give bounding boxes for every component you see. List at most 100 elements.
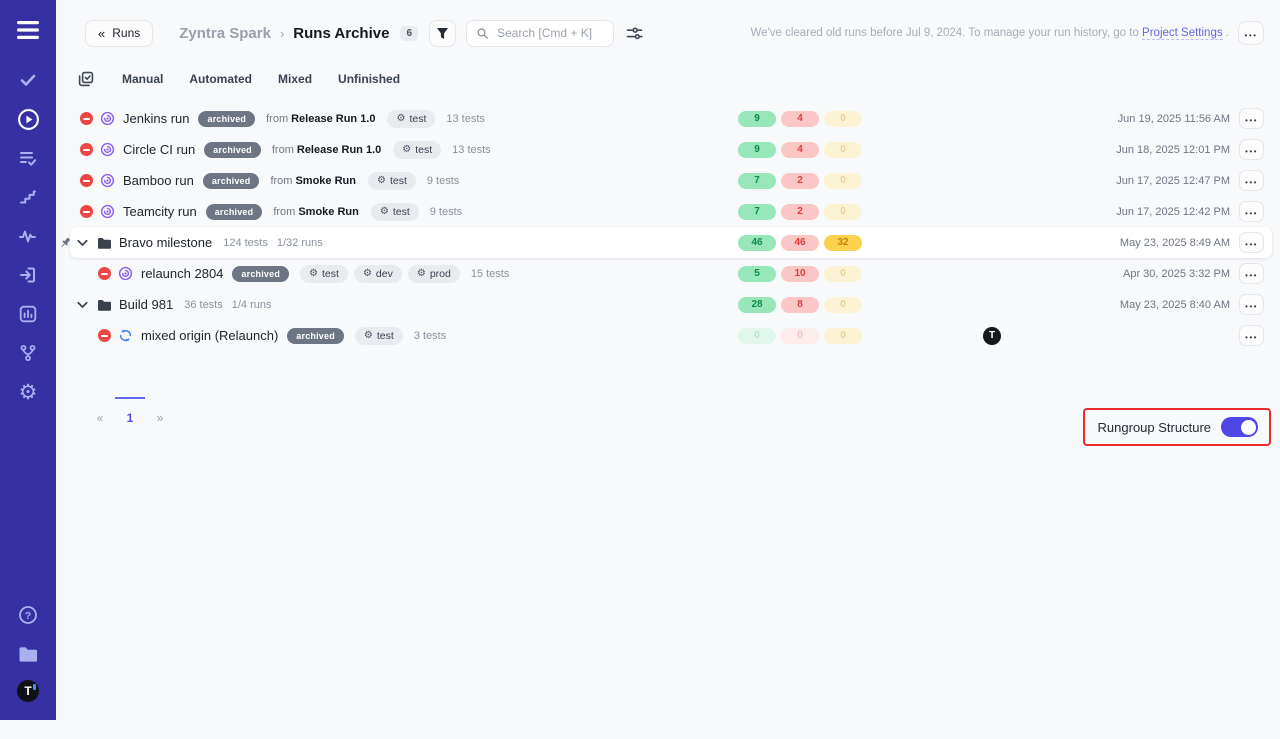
gear-icon: ⚙ <box>396 112 406 124</box>
tag-pill[interactable]: ⚙ dev <box>353 264 402 283</box>
rungroup-row[interactable]: Bravo milestone 124 tests 1/32 runs 46 4… <box>56 227 1280 258</box>
passed-pill: 9 <box>738 141 776 158</box>
automated-run-icon <box>100 204 115 219</box>
run-source: from Release Run 1.0 <box>271 143 382 156</box>
pagination-next[interactable]: » <box>156 411 164 425</box>
row-more-button[interactable] <box>1239 201 1264 222</box>
steps-icon[interactable] <box>13 184 43 210</box>
row-more-button[interactable] <box>1239 232 1264 253</box>
tag-pill[interactable]: ⚙ test <box>370 202 419 221</box>
row-more-button[interactable] <box>1239 170 1264 191</box>
chevron-down-icon[interactable] <box>77 301 88 309</box>
result-pills: 46 46 32 <box>738 234 862 251</box>
tag-pill[interactable]: ⚙ prod <box>407 264 460 283</box>
assignee-avatar[interactable]: T <box>983 326 1001 345</box>
run-list-icon[interactable] <box>13 145 43 171</box>
failed-pill: 2 <box>781 172 819 189</box>
run-row[interactable]: Bamboo run archived from Smoke Run ⚙ test … <box>56 165 1280 196</box>
status-blocked-icon <box>98 267 111 280</box>
run-name[interactable]: Jenkins run <box>123 111 190 126</box>
run-row[interactable]: Jenkins run archived from Release Run 1.0… <box>56 103 1280 134</box>
row-more-button[interactable] <box>1239 325 1264 346</box>
archived-badge: archived <box>204 141 261 158</box>
notice-text: We've cleared old runs before Jul 9, 202… <box>750 27 1229 40</box>
run-date: Jun 18, 2025 12:01 PM <box>1116 143 1230 156</box>
pagination-page-1[interactable]: 1 <box>115 397 145 425</box>
rungroup-name[interactable]: Bravo milestone <box>119 235 213 250</box>
tag-pill[interactable]: ⚙ test <box>367 171 416 190</box>
activity-icon[interactable] <box>13 223 43 249</box>
gear-icon: ⚙ <box>376 174 386 186</box>
tag-pill[interactable]: ⚙ test <box>387 109 436 128</box>
user-avatar[interactable]: T <box>17 680 39 702</box>
row-more-button[interactable] <box>1239 139 1264 160</box>
row-more-button[interactable] <box>1239 108 1264 129</box>
ellipsis-icon <box>1245 142 1258 157</box>
ellipsis-icon <box>1245 204 1258 219</box>
row-more-button[interactable] <box>1239 294 1264 315</box>
select-all-icon[interactable] <box>78 71 94 87</box>
skipped-pill: 0 <box>824 296 862 313</box>
back-to-runs-button[interactable]: « Runs <box>85 19 154 47</box>
pagination-prev[interactable]: « <box>96 411 104 425</box>
result-pills: 9 4 0 <box>738 141 862 158</box>
header-bar: « Runs Zyntra Spark › Runs Archive 6 We'… <box>85 19 1264 47</box>
double-chevron-left-icon: « <box>98 25 106 41</box>
ellipsis-icon <box>1245 173 1258 188</box>
tab-mixed[interactable]: Mixed <box>278 72 313 86</box>
rungroup-name[interactable]: Build 981 <box>119 297 174 312</box>
menu-icon[interactable] <box>13 17 43 43</box>
run-row[interactable]: Circle CI run archived from Release Run 1… <box>56 134 1280 165</box>
projects-icon[interactable] <box>13 641 43 667</box>
run-name[interactable]: Circle CI run <box>123 142 196 157</box>
gear-icon: ⚙ <box>379 205 389 217</box>
breadcrumb: Zyntra Spark › Runs Archive 6 <box>179 25 418 42</box>
archived-badge: archived <box>198 110 256 127</box>
status-blocked-icon <box>80 174 93 187</box>
run-row[interactable]: mixed origin (Relaunch) archived ⚙ test 3… <box>56 320 1280 351</box>
chevron-down-icon[interactable] <box>77 239 88 247</box>
archived-badge: archived <box>202 172 260 189</box>
tab-unfinished[interactable]: Unfinished <box>338 72 401 86</box>
adjustments-icon[interactable] <box>626 26 643 41</box>
tests-count: 9 tests <box>426 174 460 187</box>
run-row[interactable]: relaunch 2804 archived ⚙ test ⚙ dev ⚙ prod … <box>56 258 1280 289</box>
analytics-icon[interactable] <box>13 301 43 327</box>
search-box[interactable] <box>466 19 614 47</box>
header-more-button[interactable] <box>1238 21 1264 45</box>
pin-icon[interactable] <box>60 237 72 249</box>
result-pills: 0 0 0 <box>738 327 862 344</box>
tag-pill[interactable]: ⚙ test <box>354 326 403 345</box>
tab-manual[interactable]: Manual <box>122 72 164 86</box>
failed-pill: 8 <box>781 296 819 313</box>
run-name[interactable]: Teamcity run <box>123 204 197 219</box>
filter-button[interactable] <box>429 19 456 47</box>
row-more-button[interactable] <box>1239 263 1264 284</box>
run-name[interactable]: Bamboo run <box>123 173 194 188</box>
import-icon[interactable] <box>13 262 43 288</box>
rungroup-row[interactable]: Build 981 36 tests 1/4 runs 28 8 0 May 2… <box>56 289 1280 320</box>
help-icon[interactable]: ? <box>13 602 43 628</box>
tag-pill[interactable]: ⚙ test <box>300 264 348 283</box>
run-date: Apr 30, 2025 3:32 PM <box>1122 267 1230 280</box>
result-pills: 5 10 0 <box>738 265 862 282</box>
branch-icon[interactable] <box>13 340 43 366</box>
play-circle-icon[interactable] <box>13 106 43 132</box>
passed-pill: 5 <box>738 265 776 282</box>
rungroup-structure-toggle[interactable] <box>1221 417 1258 437</box>
tag-pill[interactable]: ⚙ test <box>393 140 442 159</box>
skipped-pill: 32 <box>824 234 862 251</box>
filter-tabs: Manual Automated Mixed Unfinished <box>78 71 1264 87</box>
settings-icon[interactable]: ⚙ <box>18 380 38 404</box>
search-input[interactable] <box>495 25 603 41</box>
run-name[interactable]: relaunch 2804 <box>141 266 224 281</box>
run-row[interactable]: Teamcity run archived from Smoke Run ⚙ tes… <box>56 196 1280 227</box>
run-name[interactable]: mixed origin (Relaunch) <box>141 328 279 343</box>
project-settings-link[interactable]: Project Settings <box>1142 27 1223 40</box>
breadcrumb-project[interactable]: Zyntra Spark <box>179 24 271 42</box>
runs-list: Jenkins run archived from Release Run 1.0… <box>56 103 1280 351</box>
tab-automated[interactable]: Automated <box>189 72 253 86</box>
passed-pill: 46 <box>738 234 776 251</box>
rungroup-tests-meta: 36 tests <box>184 298 223 311</box>
check-icon[interactable] <box>13 67 43 93</box>
